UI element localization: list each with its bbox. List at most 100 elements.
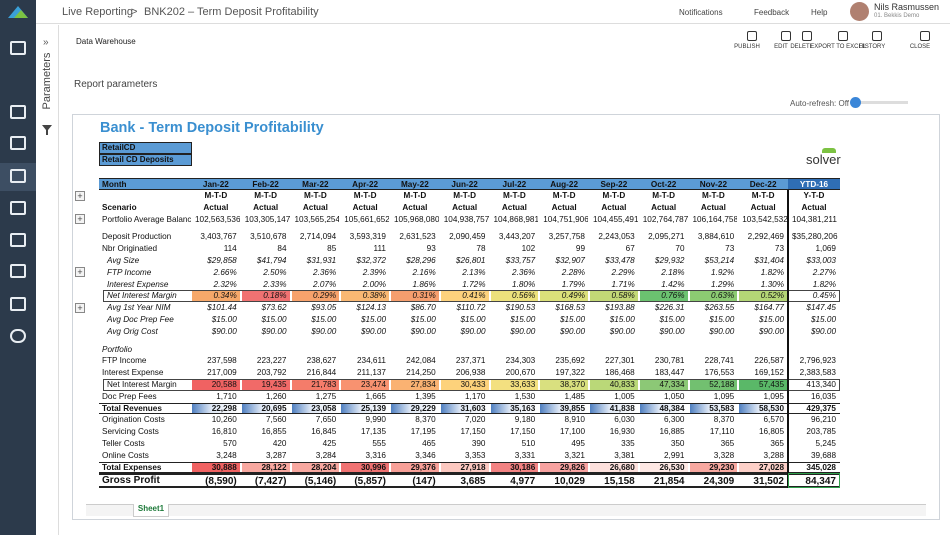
table-cell: M-T-D bbox=[254, 191, 277, 200]
table-cell: 3,510,678 bbox=[250, 232, 287, 242]
table-cell: 237,598 bbox=[207, 356, 237, 366]
table-cell: 0.45% bbox=[812, 291, 836, 301]
table-cell: $15.00 bbox=[810, 315, 836, 324]
table-cell: 78 bbox=[476, 244, 486, 254]
table-cell: 16,845 bbox=[311, 427, 337, 437]
breadcrumb[interactable]: Live Reporting bbox=[62, 6, 133, 18]
table-cell: 9,180 bbox=[514, 415, 536, 425]
toolbar-action[interactable]: DELETE bbox=[790, 44, 814, 50]
table-cell: 2.27% bbox=[812, 267, 836, 277]
table-cell: $190.53 bbox=[505, 303, 536, 313]
row-label: Teller Costs bbox=[102, 439, 145, 448]
table-cell: 7,650 bbox=[315, 415, 337, 425]
table-cell: 1,170 bbox=[465, 391, 486, 401]
avatar[interactable] bbox=[850, 2, 869, 21]
table-cell: 23,058 bbox=[291, 403, 340, 414]
reports-icon[interactable] bbox=[10, 105, 26, 119]
table-cell: 3,884,610 bbox=[697, 232, 735, 242]
expand-button[interactable]: + bbox=[75, 303, 85, 313]
table-cell: $15.00 bbox=[311, 315, 337, 324]
table-cell: 206,938 bbox=[455, 368, 486, 378]
table-cell: 29,229 bbox=[391, 403, 439, 414]
tools-icon[interactable] bbox=[10, 297, 26, 311]
table-cell: $90.00 bbox=[758, 326, 784, 336]
table-cell: $90.00 bbox=[510, 326, 536, 336]
column-header: Jan-22 bbox=[191, 178, 241, 190]
table-cell: 1.72% bbox=[462, 279, 486, 289]
row-label: Deposit Production bbox=[102, 232, 172, 242]
home-icon[interactable] bbox=[10, 41, 26, 55]
table-cell: 0.38% bbox=[341, 291, 389, 302]
table-cell: 30,186 bbox=[490, 462, 539, 473]
logo-mark bbox=[822, 148, 836, 153]
users-icon[interactable] bbox=[10, 233, 26, 247]
table-cell: 96,210 bbox=[810, 415, 836, 425]
table-cell: 85 bbox=[327, 244, 337, 254]
toolbar-action[interactable]: HISTORY bbox=[858, 44, 886, 50]
expand-button[interactable]: + bbox=[75, 191, 85, 201]
table-cell: $15.00 bbox=[211, 315, 237, 324]
toolbar-action[interactable]: EDIT bbox=[774, 44, 788, 50]
tasks-icon[interactable] bbox=[10, 136, 26, 150]
table-cell: $93.05 bbox=[311, 303, 337, 313]
table-cell: $90.00 bbox=[311, 326, 337, 336]
parameters-label[interactable]: Parameters bbox=[41, 52, 53, 110]
slider-thumb[interactable] bbox=[850, 97, 861, 108]
table-cell: Actual bbox=[801, 202, 827, 212]
row-label: Net Interest Margin bbox=[107, 291, 177, 301]
table-cell: M-T-D bbox=[304, 191, 327, 200]
action-icon bbox=[920, 31, 930, 41]
table-cell: 103,542,532 bbox=[742, 214, 787, 224]
table-cell: 27,918 bbox=[440, 462, 489, 473]
toolbar-action[interactable]: PUBLISH bbox=[734, 44, 760, 50]
table-cell: 227,301 bbox=[605, 356, 635, 366]
expand[interactable]: » bbox=[43, 37, 49, 48]
table-cell: 67 bbox=[625, 244, 635, 254]
report-title: Bank - Term Deposit Profitability bbox=[100, 120, 324, 136]
data-source[interactable]: Data Warehouse bbox=[76, 37, 136, 46]
table-cell: $41,794 bbox=[256, 256, 287, 265]
auto-refresh[interactable]: Auto-refresh: Off bbox=[790, 99, 849, 108]
table-cell: 8,370 bbox=[415, 415, 436, 425]
sheet-tab[interactable]: Sheet1 bbox=[133, 504, 169, 517]
column-header: Feb-22 bbox=[240, 178, 291, 190]
filter-icon[interactable] bbox=[42, 125, 52, 135]
user-name[interactable]: Nils Rasmussen bbox=[874, 2, 940, 12]
table-cell: 2.07% bbox=[313, 279, 337, 289]
table-cell: 19,435 bbox=[241, 380, 290, 390]
table-cell: $168.53 bbox=[555, 303, 585, 313]
table-cell: 1,095 bbox=[763, 391, 785, 401]
notifications[interactable]: Notifications bbox=[679, 8, 723, 17]
expand-button[interactable]: + bbox=[75, 267, 85, 277]
report-parameters[interactable]: Report parameters bbox=[74, 79, 158, 90]
toolbar-action[interactable]: CLOSE bbox=[909, 44, 931, 50]
table-cell: 104,455,491 bbox=[593, 214, 638, 224]
calc-icon[interactable] bbox=[10, 201, 26, 215]
table-cell: 203,785 bbox=[806, 427, 836, 437]
filter-box: RetailCD bbox=[99, 142, 192, 154]
table-cell: 3,346 bbox=[415, 450, 436, 460]
feedback[interactable]: Feedback bbox=[754, 8, 790, 17]
table-cell: 495 bbox=[571, 439, 585, 448]
table-cell: 27,834 bbox=[391, 380, 439, 390]
row-label: Net Interest Margin bbox=[107, 380, 177, 389]
tree-icon[interactable] bbox=[10, 264, 26, 278]
table-cell: $226.31 bbox=[654, 303, 685, 313]
table-cell: 7,020 bbox=[465, 415, 486, 425]
table-cell: $90.00 bbox=[559, 326, 585, 336]
expand-button[interactable]: + bbox=[75, 214, 85, 224]
table-cell: 17,135 bbox=[360, 427, 386, 437]
table-cell: $53,214 bbox=[704, 256, 735, 265]
table-cell: 2.00% bbox=[362, 279, 386, 289]
table-cell: 1.42% bbox=[661, 279, 685, 289]
help[interactable]: Help bbox=[811, 8, 828, 17]
form-icon[interactable] bbox=[10, 169, 26, 183]
table-cell: $90.00 bbox=[360, 326, 386, 336]
table-cell: Y-T-D bbox=[803, 191, 825, 200]
settings-icon[interactable] bbox=[10, 329, 26, 343]
toolbar-action[interactable]: EXPORT TO EXCEL bbox=[810, 44, 866, 50]
table-cell: 2,991 bbox=[664, 450, 685, 460]
table-cell: 0.58% bbox=[590, 291, 638, 302]
table-cell: Actual bbox=[551, 202, 577, 212]
table-cell: 10,260 bbox=[211, 415, 237, 425]
